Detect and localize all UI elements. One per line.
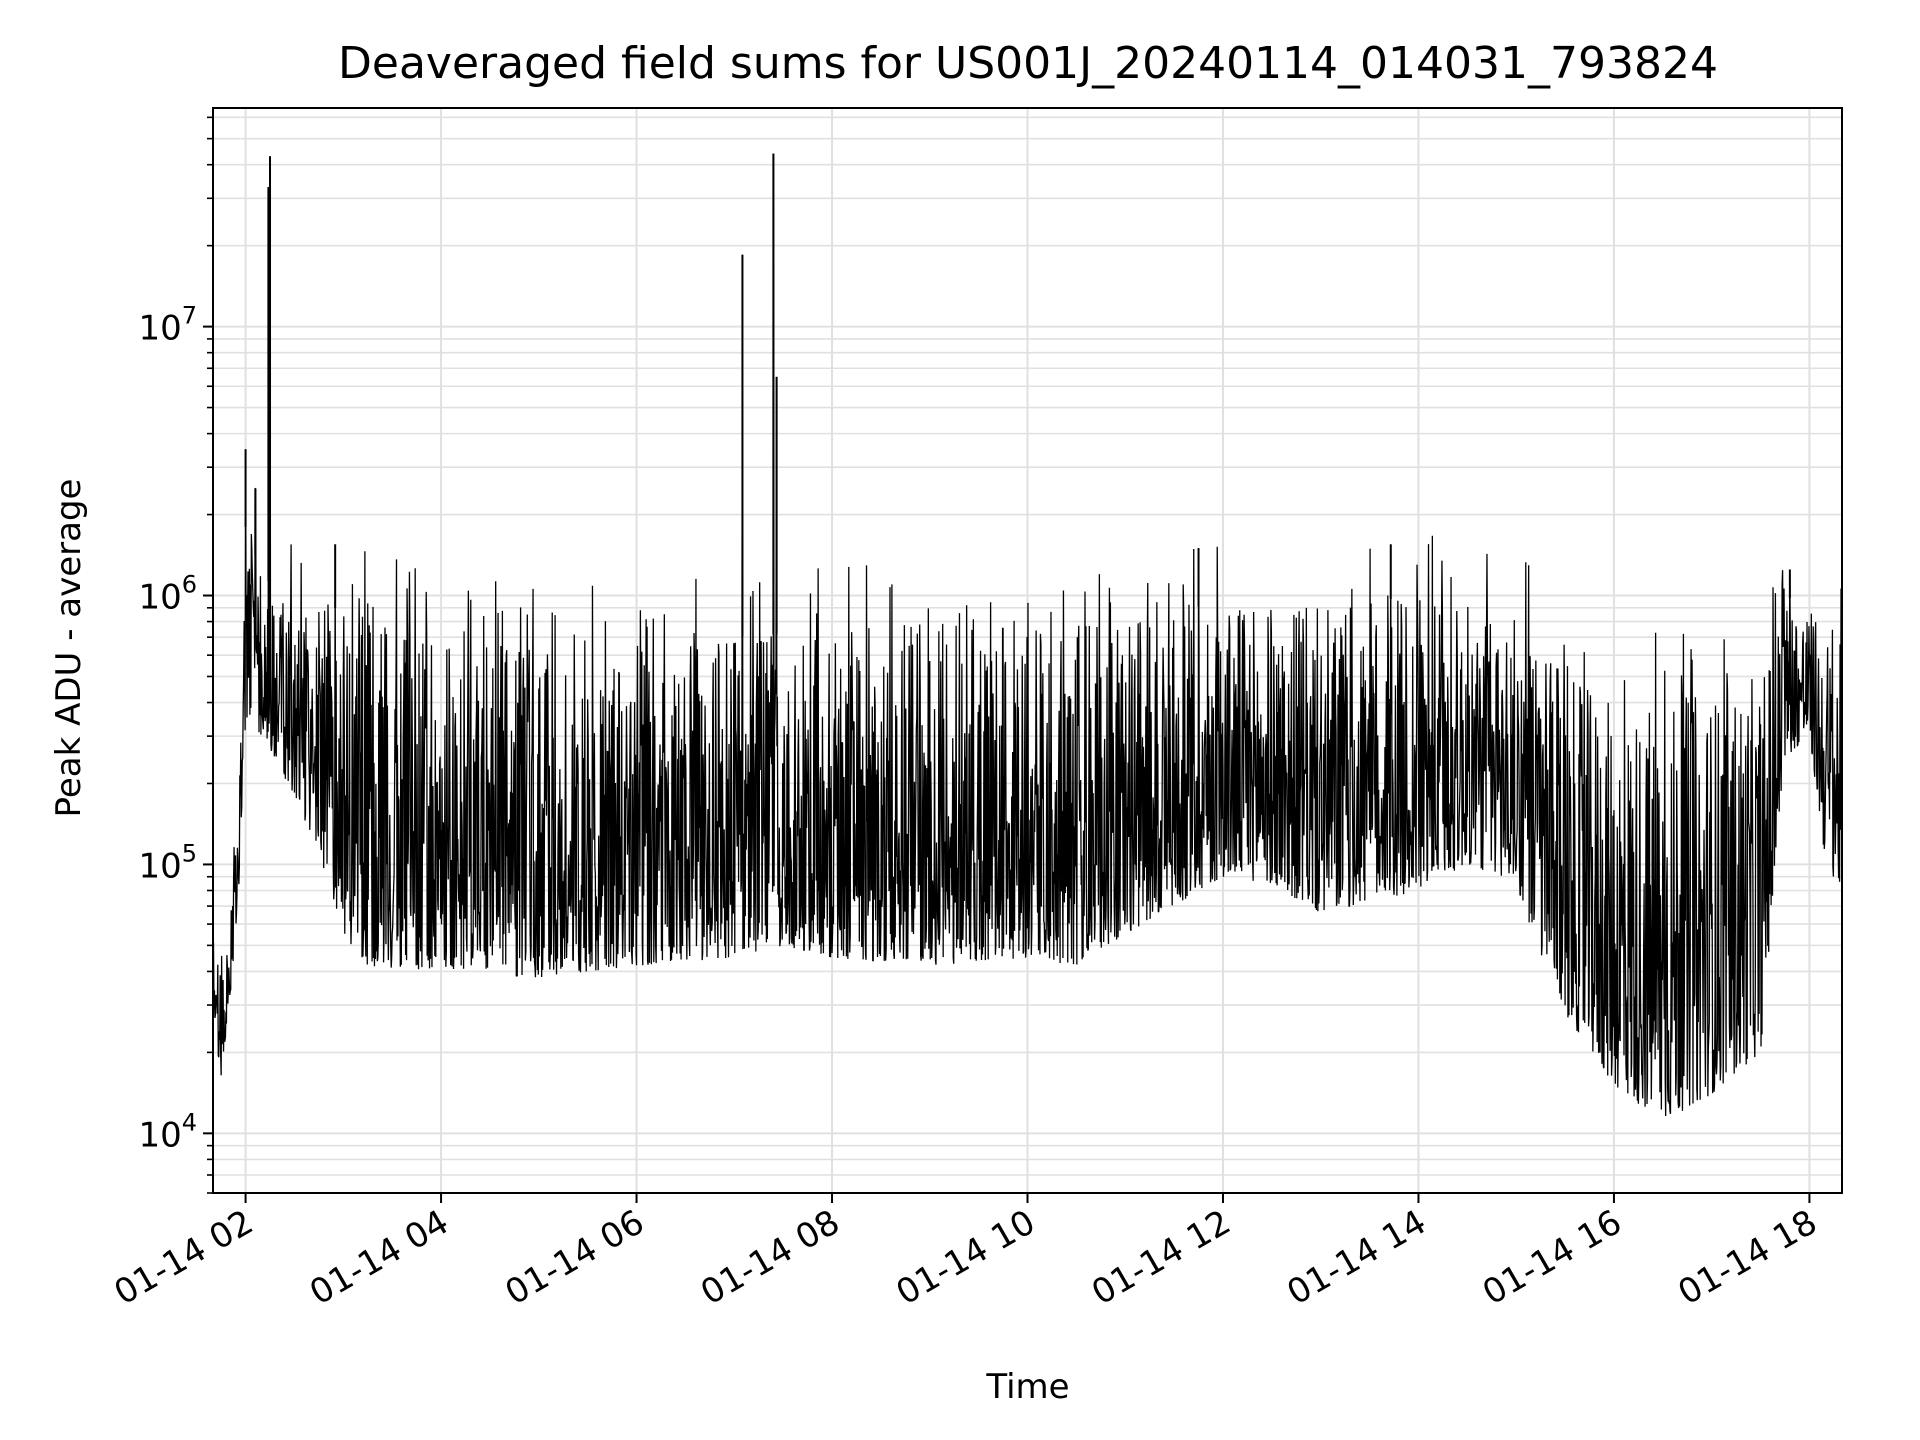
chart-title: Deaveraged field sums for US001J_2024011… xyxy=(338,38,1718,89)
x-axis-label: Time xyxy=(985,1367,1069,1407)
y-tick-label: 106 xyxy=(138,571,197,618)
y-tick-label: 107 xyxy=(138,302,197,349)
y-axis-ticks: 104 105 106 107 xyxy=(138,116,213,1194)
y-axis-label: Peak ADU - average xyxy=(49,479,89,818)
y-tick-label: 105 xyxy=(138,839,197,886)
data-series xyxy=(212,153,1843,1117)
data-line xyxy=(212,153,1843,1117)
y-tick-label: 104 xyxy=(138,1108,197,1155)
